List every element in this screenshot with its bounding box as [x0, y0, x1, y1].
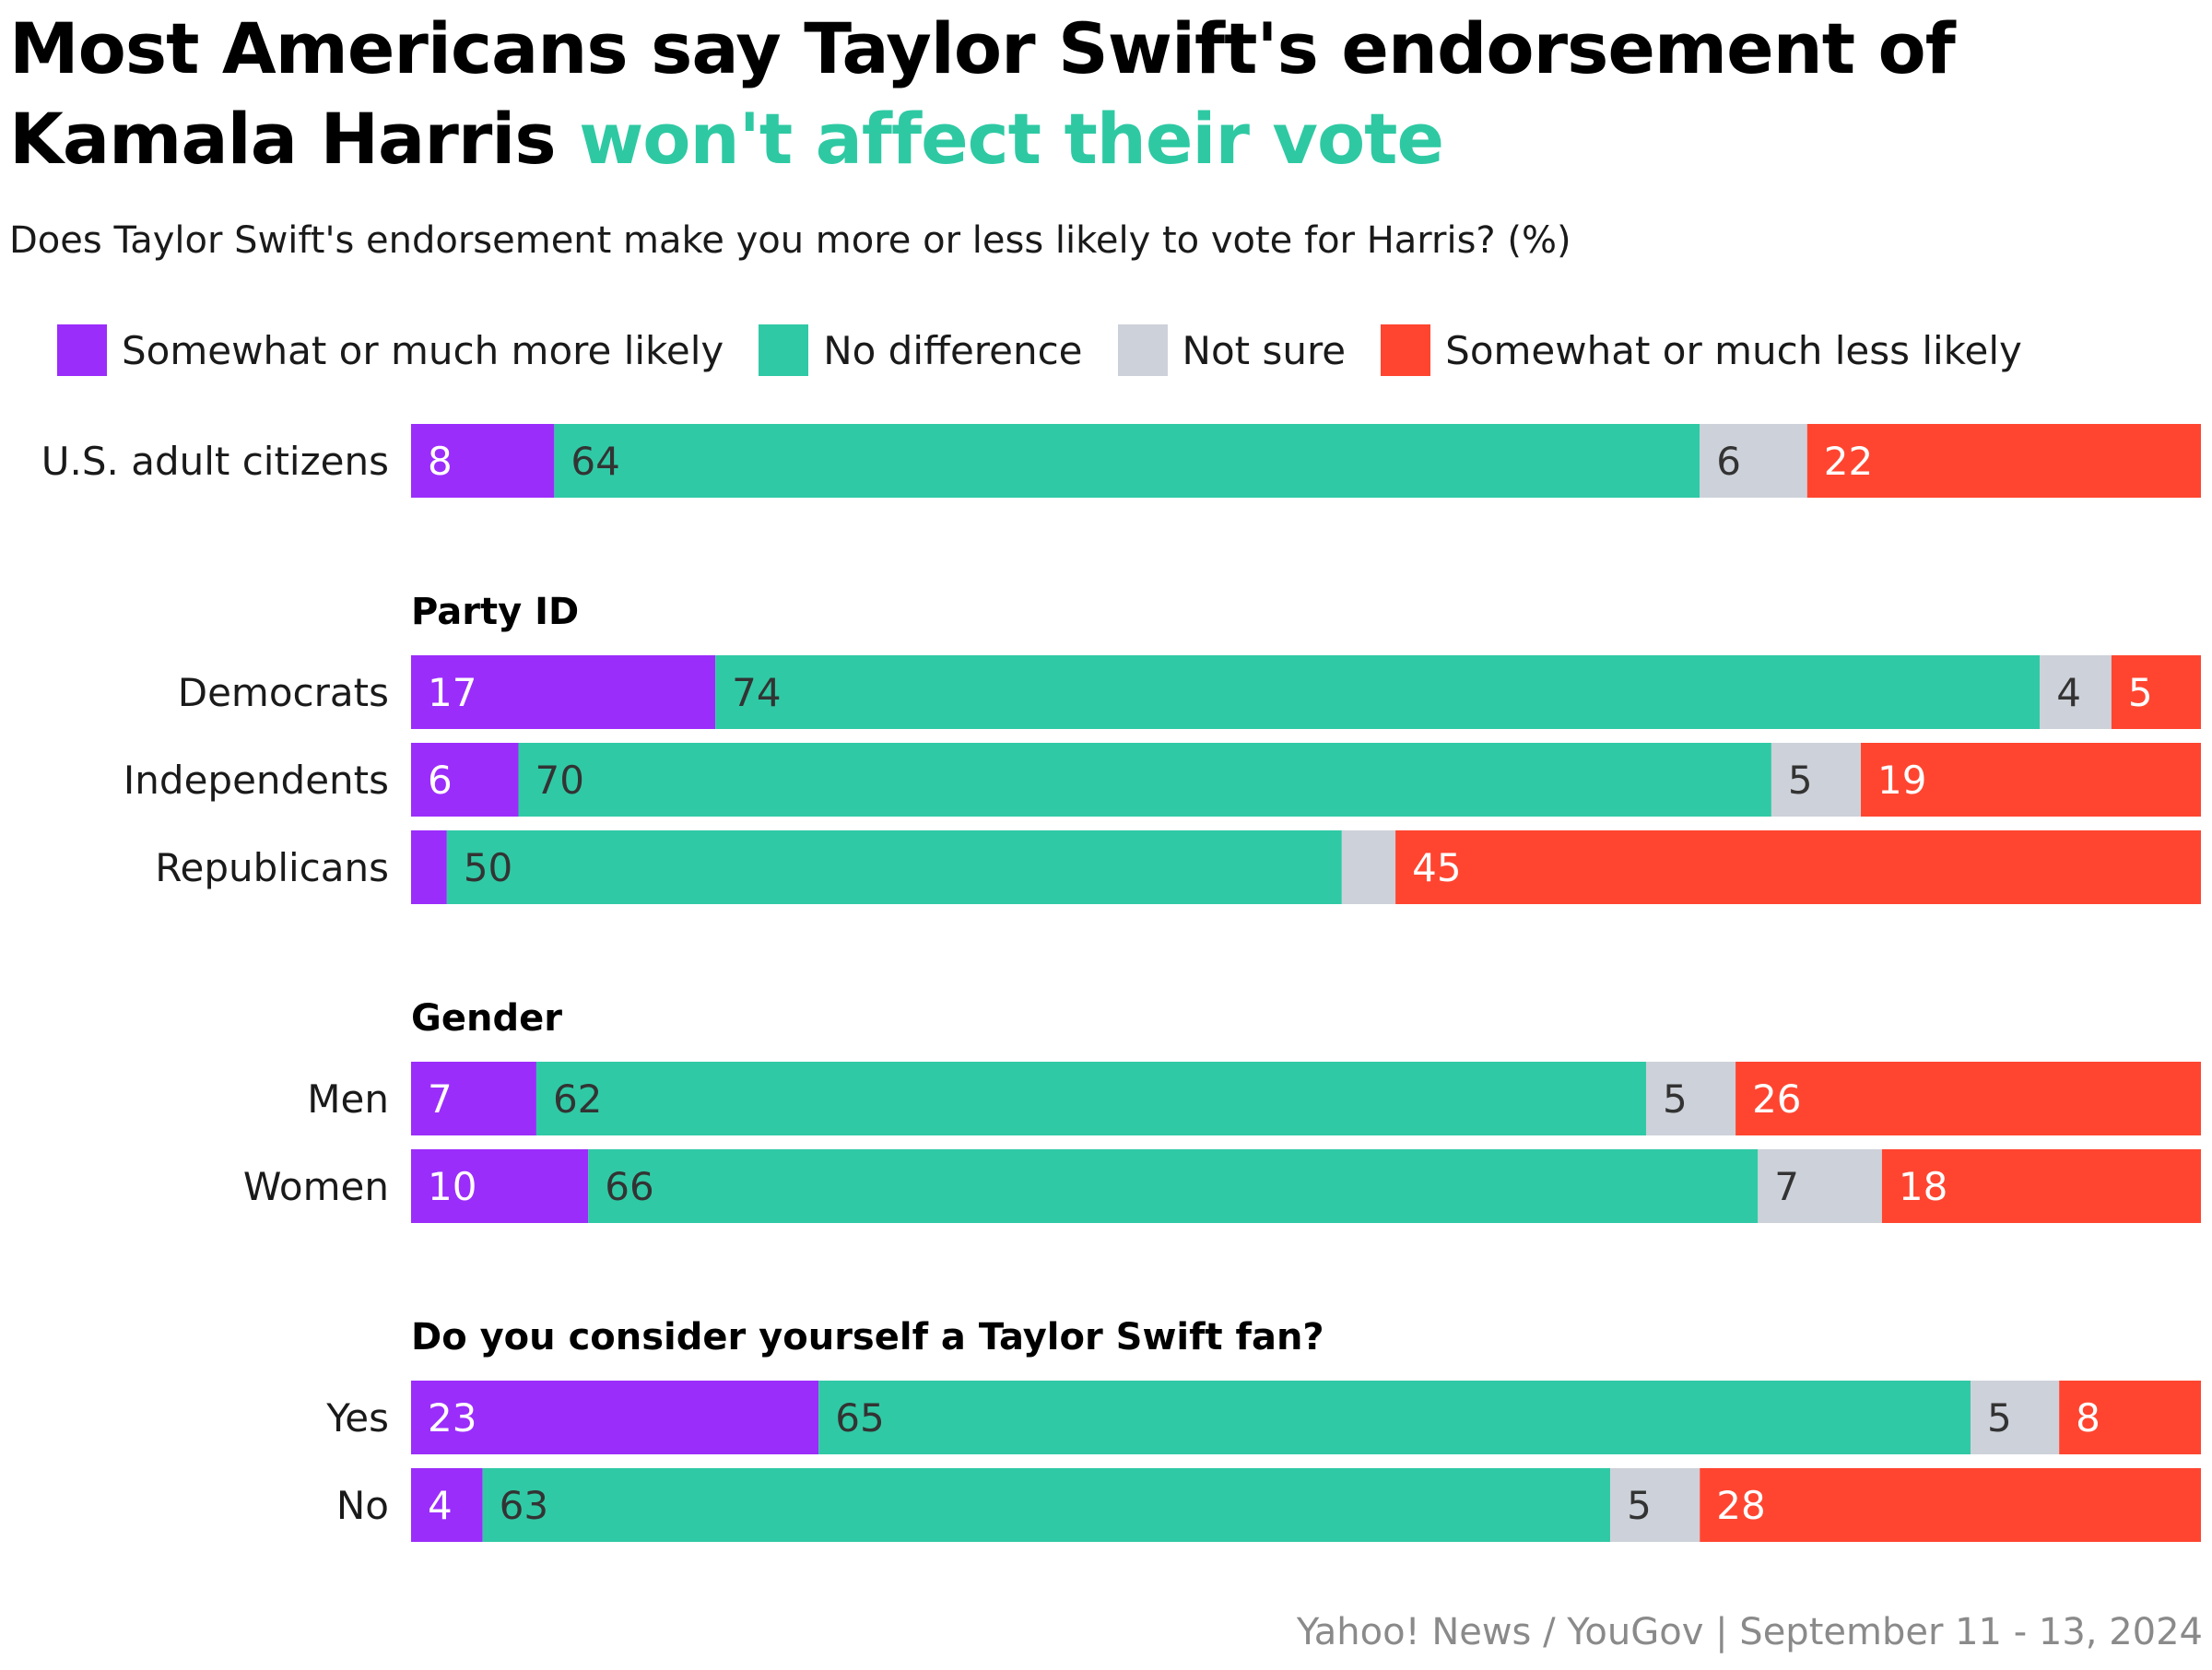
data-label: 19 — [1877, 758, 1926, 803]
data-label: 5 — [1663, 1076, 1688, 1122]
bar-segment-more-likely — [411, 830, 447, 904]
data-label: 5 — [1987, 1395, 2012, 1441]
bar-segment-not-sure — [2040, 655, 2112, 729]
data-label: 22 — [1824, 439, 1873, 484]
bar-segment-no-difference — [715, 655, 2041, 729]
bar-segment-no-difference — [518, 743, 1771, 817]
bar-segment-less-likely — [1700, 1468, 2201, 1542]
bar-segment-no-difference — [588, 1149, 1759, 1223]
legend-label-less-likely: Somewhat or much less likely — [1445, 327, 2022, 373]
data-label: 50 — [464, 845, 512, 890]
bar-segment-not-sure — [1700, 424, 1807, 498]
data-label: 18 — [1899, 1164, 1947, 1209]
bar-segment-no-difference — [554, 424, 1700, 498]
legend-label-no-difference: No difference — [823, 327, 1083, 373]
data-label: 28 — [1716, 1483, 1765, 1528]
data-label: 45 — [1412, 845, 1461, 890]
data-label: 5 — [2128, 670, 2153, 715]
chart-subtitle: Does Taylor Swift's endorsement make you… — [9, 219, 1571, 262]
legend-item-more-likely: Somewhat or much more likely — [57, 324, 724, 376]
data-label: 23 — [428, 1395, 477, 1441]
row-label: No — [336, 1483, 389, 1528]
row-label: Republicans — [155, 845, 389, 890]
data-label: 70 — [535, 758, 584, 803]
legend-item-not-sure: Not sure — [1117, 324, 1347, 376]
bar-segment-more-likely — [411, 743, 519, 817]
legend-swatch-no-difference — [759, 324, 809, 376]
source-credit: Yahoo! News / YouGov | September 11 - 13… — [1296, 1611, 2203, 1653]
legend-swatch-not-sure — [1117, 324, 1168, 376]
legend-swatch-less-likely — [1381, 324, 1431, 376]
bar-segment-more-likely — [411, 1149, 589, 1223]
bar-segment-not-sure — [1610, 1468, 1700, 1542]
legend-label-more-likely: Somewhat or much more likely — [122, 327, 724, 373]
data-label: 62 — [553, 1076, 602, 1122]
data-label: 6 — [428, 758, 453, 803]
data-label: 10 — [428, 1164, 477, 1209]
data-label: 6 — [1716, 439, 1741, 484]
bar-segment-no-difference — [482, 1468, 1611, 1542]
data-label: 8 — [2076, 1395, 2100, 1441]
bar-segment-no-difference — [446, 830, 1342, 904]
data-label: 26 — [1752, 1076, 1801, 1122]
row-label: Yes — [325, 1395, 389, 1441]
bar-segment-less-likely — [2111, 655, 2201, 729]
data-label: 7 — [1774, 1164, 1799, 1209]
data-label: 66 — [605, 1164, 653, 1209]
legend-swatch-more-likely — [57, 324, 107, 376]
bar-segment-not-sure — [1341, 830, 1396, 904]
chart-title: Most Americans say Taylor Swift's endors… — [9, 4, 2184, 184]
bar-segment-less-likely — [2059, 1381, 2201, 1454]
bar-segment-less-likely — [1806, 424, 2201, 498]
title-main: Most Americans say Taylor Swift's endors… — [9, 7, 1956, 180]
bar-segment-not-sure — [1971, 1381, 2060, 1454]
bar-segment-more-likely — [411, 424, 555, 498]
data-label: 64 — [571, 439, 619, 484]
bar-segment-more-likely — [411, 1381, 819, 1454]
data-label: 8 — [428, 439, 453, 484]
bar-segment-more-likely — [411, 655, 716, 729]
data-label: 4 — [2056, 670, 2081, 715]
data-label: 63 — [500, 1483, 548, 1528]
bar-segment-more-likely — [411, 1062, 536, 1135]
legend-item-no-difference: No difference — [759, 324, 1083, 376]
data-label: 74 — [732, 670, 781, 715]
legend: Somewhat or much more likely No differen… — [57, 323, 2057, 378]
legend-item-less-likely: Somewhat or much less likely — [1381, 324, 2022, 376]
row-label: Independents — [124, 758, 389, 803]
bar-segment-less-likely — [1395, 830, 2201, 904]
group-header: Gender — [411, 997, 562, 1040]
data-label: 5 — [1627, 1483, 1652, 1528]
bar-segment-not-sure — [1771, 743, 1862, 817]
data-label: 65 — [835, 1395, 884, 1441]
data-label: 4 — [428, 1483, 453, 1528]
bar-segment-less-likely — [1735, 1062, 2201, 1135]
group-header: Party ID — [411, 591, 579, 633]
bar-segment-no-difference — [818, 1381, 1971, 1454]
data-label: 17 — [428, 670, 477, 715]
bar-segment-no-difference — [535, 1062, 1646, 1135]
bar-segment-less-likely — [1881, 1149, 2201, 1223]
row-label: Democrats — [178, 670, 389, 715]
data-label: 7 — [428, 1076, 453, 1122]
legend-label-not-sure: Not sure — [1182, 327, 1347, 373]
row-label: Women — [243, 1164, 389, 1209]
row-label: U.S. adult citizens — [41, 439, 389, 484]
bar-segment-less-likely — [1861, 743, 2201, 817]
bar-segment-not-sure — [1758, 1149, 1882, 1223]
bar-segment-more-likely — [411, 1468, 483, 1542]
group-header: Do you consider yourself a Taylor Swift … — [411, 1316, 1324, 1358]
title-accent: won't affect their vote — [579, 98, 1444, 180]
data-label: 5 — [1788, 758, 1813, 803]
bar-segment-not-sure — [1645, 1062, 1736, 1135]
row-label: Men — [307, 1076, 389, 1122]
